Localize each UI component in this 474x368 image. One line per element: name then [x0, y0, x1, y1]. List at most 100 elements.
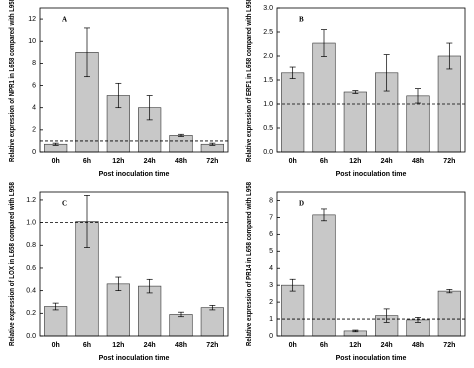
bar — [312, 214, 336, 337]
x-tick-label: 12h — [112, 342, 124, 349]
y-tick-label: 2.0 — [263, 53, 273, 60]
plot-frame — [276, 191, 466, 337]
plot-frame — [39, 191, 229, 337]
x-tick-label: 0h — [52, 158, 60, 165]
x-tick-label: 6h — [83, 158, 91, 165]
error-bar — [289, 66, 296, 79]
y-axis-title: Relative expression of LOX in L658 compa… — [9, 182, 16, 346]
y-tick-label: 0 — [32, 149, 36, 156]
y-tick-label: 0.8 — [26, 242, 36, 249]
x-tick-label: 12h — [349, 342, 361, 349]
x-axis-title: Post inoculation time — [336, 355, 407, 362]
y-tick-label: 6 — [269, 231, 273, 238]
y-tick-label: 0.0 — [263, 149, 273, 156]
y-axis-title: Relative expression of PR14 in L658 comp… — [246, 182, 253, 346]
x-tick-label: 72h — [206, 342, 218, 349]
y-tick-label: 0.0 — [26, 333, 36, 340]
y-tick-label: 6 — [32, 82, 36, 89]
y-tick-label: 1.2 — [26, 197, 36, 204]
error-bar — [446, 42, 453, 70]
x-tick-label: 6h — [320, 158, 328, 165]
error-bar — [352, 90, 359, 94]
y-tick-label: 4 — [269, 265, 273, 272]
error-bar — [289, 278, 296, 292]
plot-frame — [39, 7, 229, 153]
panel-label: A — [62, 16, 67, 24]
bar — [138, 285, 162, 337]
x-tick-label: 6h — [320, 342, 328, 349]
x-tick-label: 6h — [83, 342, 91, 349]
y-tick-label: 3 — [269, 282, 273, 289]
x-tick-label: 72h — [443, 158, 455, 165]
x-tick-label: 24h — [144, 158, 156, 165]
x-tick-label: 12h — [112, 158, 124, 165]
error-bar — [178, 133, 184, 137]
error-bar — [383, 54, 390, 92]
plot-frame — [276, 7, 466, 153]
bar — [44, 306, 68, 337]
y-tick-label: 1.5 — [263, 77, 273, 84]
bar — [169, 135, 193, 153]
x-tick-label: 48h — [412, 342, 424, 349]
error-bar — [209, 305, 216, 311]
error-bar — [415, 88, 421, 104]
bar — [169, 314, 193, 337]
error-bar — [115, 276, 122, 291]
error-bar — [209, 142, 216, 146]
y-axis-title: Relative expression of NPR1 in L658 comp… — [9, 0, 16, 162]
y-tick-label: 7 — [269, 214, 273, 221]
y-tick-label: 10 — [28, 38, 36, 45]
y-tick-label: 8 — [269, 197, 273, 204]
x-tick-label: 72h — [443, 342, 455, 349]
x-tick-label: 12h — [349, 158, 361, 165]
y-tick-label: 0.4 — [26, 287, 36, 294]
x-tick-label: 48h — [175, 342, 187, 349]
y-tick-label: 12 — [28, 16, 36, 23]
x-tick-label: 0h — [289, 158, 297, 165]
error-bar — [84, 195, 90, 248]
y-tick-label: 0.2 — [26, 310, 36, 317]
panel-label: C — [62, 200, 67, 208]
y-tick-label: 0.5 — [263, 125, 273, 132]
x-tick-label: 0h — [289, 342, 297, 349]
y-axis-title: Relative expression of ERF1 in L658 comp… — [246, 0, 253, 162]
error-bar — [84, 27, 90, 78]
y-tick-label: 3.0 — [263, 5, 273, 12]
error-bar — [383, 308, 390, 323]
x-tick-label: 24h — [144, 342, 156, 349]
y-tick-label: 0.6 — [26, 265, 36, 272]
y-tick-label: 4 — [32, 105, 36, 112]
y-tick-label: 5 — [269, 248, 273, 255]
bar — [437, 290, 461, 337]
error-bar — [446, 289, 453, 294]
bar — [281, 72, 305, 153]
error-bar — [146, 95, 153, 121]
x-axis-title: Post inoculation time — [336, 171, 407, 178]
error-bar — [146, 278, 153, 294]
y-tick-label: 2 — [269, 299, 273, 306]
bar — [312, 42, 336, 153]
y-tick-label: 1.0 — [26, 219, 36, 226]
error-bar — [415, 317, 421, 323]
x-tick-label: 24h — [381, 158, 393, 165]
x-axis-title: Post inoculation time — [99, 355, 170, 362]
y-tick-label: 1.0 — [263, 101, 273, 108]
y-tick-label: 1 — [269, 316, 273, 323]
error-bar — [178, 311, 184, 318]
x-tick-label: 48h — [175, 158, 187, 165]
x-tick-label: 24h — [381, 342, 393, 349]
error-bar — [321, 208, 327, 222]
error-bar — [52, 142, 59, 146]
bar — [106, 283, 130, 337]
error-bar — [352, 329, 359, 333]
y-tick-label: 8 — [32, 60, 36, 67]
bar — [343, 91, 367, 153]
error-bar — [52, 302, 59, 311]
x-tick-label: 72h — [206, 158, 218, 165]
x-axis-title: Post inoculation time — [99, 171, 170, 178]
bar — [200, 307, 224, 337]
panel-label: B — [299, 16, 304, 24]
x-tick-label: 0h — [52, 342, 60, 349]
y-tick-label: 2.5 — [263, 29, 273, 36]
